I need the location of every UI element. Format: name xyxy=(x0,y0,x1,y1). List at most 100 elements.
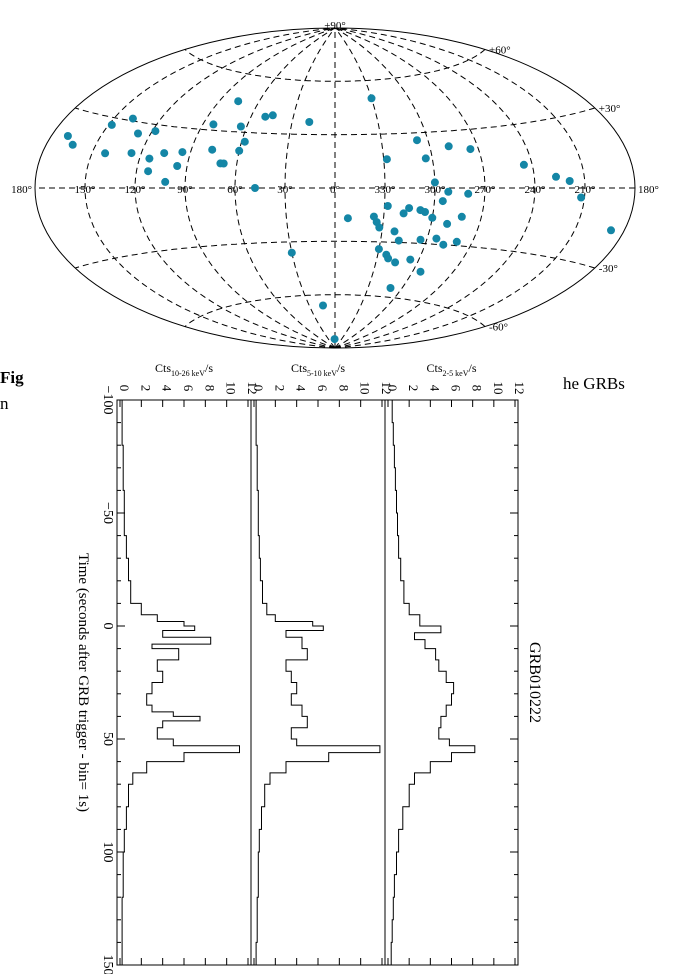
time-tick-label: −100 xyxy=(100,386,115,415)
grb-point xyxy=(208,145,217,154)
grb-points xyxy=(63,94,615,344)
count-tick-label: 12 xyxy=(245,382,260,395)
grb-point xyxy=(161,177,170,186)
lon-tick-label: 210° xyxy=(575,184,596,196)
lon-tick-label: 180° xyxy=(11,184,32,196)
grb-point xyxy=(406,255,415,264)
series-axis-label: Cts5-10 keV/s xyxy=(291,361,345,378)
count-tick-label: 10 xyxy=(491,382,506,395)
grb-point xyxy=(63,132,72,140)
grb-point xyxy=(464,189,473,198)
grb-point xyxy=(607,226,615,235)
grb-point xyxy=(391,258,400,267)
grb-point xyxy=(421,154,430,163)
time-tick-label: 0 xyxy=(100,623,115,630)
caption-fragment-right: he GRBs xyxy=(563,374,625,393)
grb-point xyxy=(173,162,182,170)
grb-point xyxy=(209,120,218,129)
count-tick-label: 0 xyxy=(117,385,132,392)
grb-point xyxy=(466,145,475,154)
count-tick-label: 10 xyxy=(224,382,239,395)
grb-point xyxy=(128,114,137,123)
lon-tick-label: 120° xyxy=(125,184,146,196)
grb-point xyxy=(416,235,425,244)
plot-border xyxy=(116,399,519,966)
grb-point xyxy=(444,187,453,196)
grb-point xyxy=(305,118,314,126)
grb-point xyxy=(452,237,461,246)
grb-point xyxy=(319,301,327,310)
grb-point xyxy=(383,202,392,210)
light-curve-line xyxy=(255,400,381,965)
parallel-line xyxy=(184,49,486,82)
count-tick-label: 4 xyxy=(294,385,309,392)
lat-tick-label: +90° xyxy=(324,20,346,32)
grb-point xyxy=(343,214,352,223)
light-curve-line xyxy=(390,400,476,966)
grb-point xyxy=(261,112,270,121)
lon-tick-label: 300° xyxy=(425,184,446,196)
lat-tick-label: -30° xyxy=(599,263,618,275)
grb-point xyxy=(287,248,296,257)
lon-tick-label: 0° xyxy=(330,184,340,196)
grb-point xyxy=(160,149,169,158)
lon-tick-label: 270° xyxy=(475,184,496,196)
map-border xyxy=(34,27,636,349)
parallel-line xyxy=(75,240,595,269)
grb-point xyxy=(330,335,339,344)
lat-tick-label: +60° xyxy=(489,44,511,56)
count-tick-label: 8 xyxy=(470,385,485,392)
grb-point xyxy=(374,245,383,254)
parallel-line xyxy=(75,107,595,136)
grb-point xyxy=(367,94,376,103)
lon-tick-label: 330° xyxy=(375,184,396,196)
grb-point xyxy=(68,140,77,149)
count-tick-label: 8 xyxy=(202,385,217,392)
grb-point xyxy=(382,155,391,164)
series-axis-label: Cts10-26 keV/s xyxy=(155,361,213,378)
grb-point xyxy=(457,212,466,221)
lat-tick-label: -60° xyxy=(489,322,508,334)
grb-point xyxy=(428,213,437,222)
x-axis-label: Time (seconds after GRB trigger - bin= 1… xyxy=(75,553,91,812)
grb-point xyxy=(236,122,245,131)
grb-point xyxy=(145,154,154,163)
sky-grid-labels: 180° 150° 120° 90° 60° 30° 0° 330° 300° 270° 240° 2… xyxy=(11,20,659,334)
grb-point xyxy=(178,148,187,157)
count-tick-label: 12 xyxy=(512,382,527,395)
grb-point xyxy=(438,197,447,206)
sky-grid xyxy=(34,27,636,349)
grb-point xyxy=(443,219,452,228)
grb-point xyxy=(399,209,408,218)
grb-point xyxy=(268,111,277,120)
grb-point xyxy=(552,172,560,181)
grb-point xyxy=(107,120,116,129)
grb-point xyxy=(394,236,403,245)
count-tick-label: 12 xyxy=(379,382,394,395)
grb-point xyxy=(390,227,399,236)
lon-tick-label: 180° xyxy=(638,184,659,196)
lon-tick-label: 150° xyxy=(75,184,96,196)
lon-tick-label: 30° xyxy=(277,184,292,196)
count-tick-label: 10 xyxy=(358,382,373,395)
grb-point xyxy=(144,167,153,176)
caption-fragment-2: n xyxy=(0,394,9,413)
grb-point xyxy=(405,204,414,213)
count-tick-label: 4 xyxy=(160,385,175,392)
grb-point xyxy=(519,160,528,169)
count-tick-label: 2 xyxy=(138,385,153,392)
grb-point xyxy=(219,159,228,168)
grb-point xyxy=(235,146,244,155)
chart-title: GRB010222 xyxy=(526,642,543,723)
grb-point xyxy=(444,142,453,151)
light-curves-frame xyxy=(116,399,519,966)
grb-point xyxy=(234,97,243,106)
lon-tick-label: 240° xyxy=(525,184,546,196)
time-tick-label: 100 xyxy=(100,842,115,863)
count-tick-label: 2 xyxy=(406,385,421,392)
lon-tick-label: 60° xyxy=(227,184,242,196)
grb-point xyxy=(127,149,136,158)
grb-point xyxy=(432,234,441,243)
grb-point xyxy=(430,178,439,187)
